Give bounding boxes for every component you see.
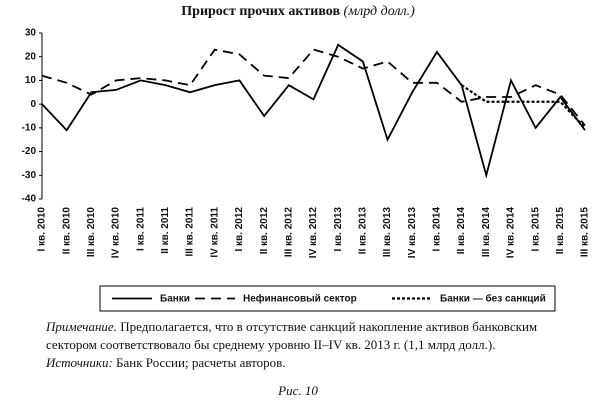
x-tick-label: IV кв. 2010 bbox=[111, 207, 122, 259]
x-tick-label: III кв. 2014 bbox=[481, 207, 492, 258]
x-tick-label: IV кв. 2012 bbox=[308, 207, 319, 259]
legend-box bbox=[99, 285, 556, 312]
x-tick-label: I кв. 2015 bbox=[530, 207, 541, 252]
y-tick-label: 20 bbox=[25, 51, 37, 62]
note-text: Предполагается, что в отсутствие санкций… bbox=[120, 319, 537, 334]
y-tick-label: 0 bbox=[30, 99, 36, 110]
x-tick-label: I кв. 2012 bbox=[234, 207, 245, 252]
series-line bbox=[41, 43, 586, 179]
note-text: сектором соответствовало бы среднему уро… bbox=[46, 337, 495, 352]
chart-title: Прирост прочих активов bbox=[181, 4, 340, 19]
y-tick-label: -20 bbox=[22, 146, 37, 157]
x-tick-label: III кв. 2012 bbox=[283, 207, 294, 258]
x-tick-label: I кв. 2013 bbox=[333, 207, 344, 252]
y-tick-label: -10 bbox=[22, 122, 37, 133]
x-tick-label: III кв. 2011 bbox=[185, 207, 196, 257]
chart-title-wrap: Прирост прочих активов (млрд долл.) bbox=[181, 4, 415, 19]
x-tick-label: I кв. 2014 bbox=[432, 207, 443, 252]
x-tick-label: I кв. 2011 bbox=[135, 207, 146, 251]
series-line bbox=[460, 84, 586, 129]
x-tick-label: IV кв. 2013 bbox=[407, 207, 418, 259]
x-tick-label: II кв. 2010 bbox=[61, 207, 72, 255]
legend-label: Банки — без санкций bbox=[440, 293, 546, 305]
x-tick-label: I кв. 2010 bbox=[37, 207, 48, 252]
y-tick-label: 30 bbox=[25, 28, 37, 39]
y-tick-label: -30 bbox=[22, 170, 37, 181]
x-tick-label: IV кв. 2011 bbox=[209, 207, 220, 258]
y-tick-label: -40 bbox=[22, 194, 37, 205]
figure-label: Рис. 10 bbox=[277, 383, 318, 398]
x-tick-label: II кв. 2011 bbox=[160, 207, 171, 254]
sources: Источники: Банк России; расчеты авторов. bbox=[45, 355, 286, 370]
chart-title-unit: (млрд долл.) bbox=[344, 4, 416, 19]
y-tick-label: 10 bbox=[25, 75, 37, 86]
note-label: Примечание. bbox=[45, 319, 117, 334]
x-tick-label: II кв. 2014 bbox=[456, 207, 467, 255]
x-tick-label: IV кв. 2014 bbox=[506, 207, 517, 259]
x-tick-label: II кв. 2013 bbox=[358, 207, 369, 255]
sources-text: Банк России; расчеты авторов. bbox=[116, 355, 286, 370]
x-tick-label: III кв. 2010 bbox=[86, 207, 97, 258]
legend-label: Нефинансовый сектор bbox=[243, 293, 357, 305]
sources-label: Источники: bbox=[45, 355, 113, 370]
note: Примечание. Предполагается, что в отсутс… bbox=[45, 319, 537, 334]
x-tick-label: III кв. 2013 bbox=[382, 207, 393, 258]
legend-label: Банки bbox=[160, 294, 190, 305]
x-tick-label: II кв. 2015 bbox=[555, 207, 566, 255]
x-tick-label: III кв. 2015 bbox=[580, 207, 591, 258]
x-tick-label: II кв. 2012 bbox=[259, 207, 270, 255]
series-line bbox=[41, 48, 586, 127]
